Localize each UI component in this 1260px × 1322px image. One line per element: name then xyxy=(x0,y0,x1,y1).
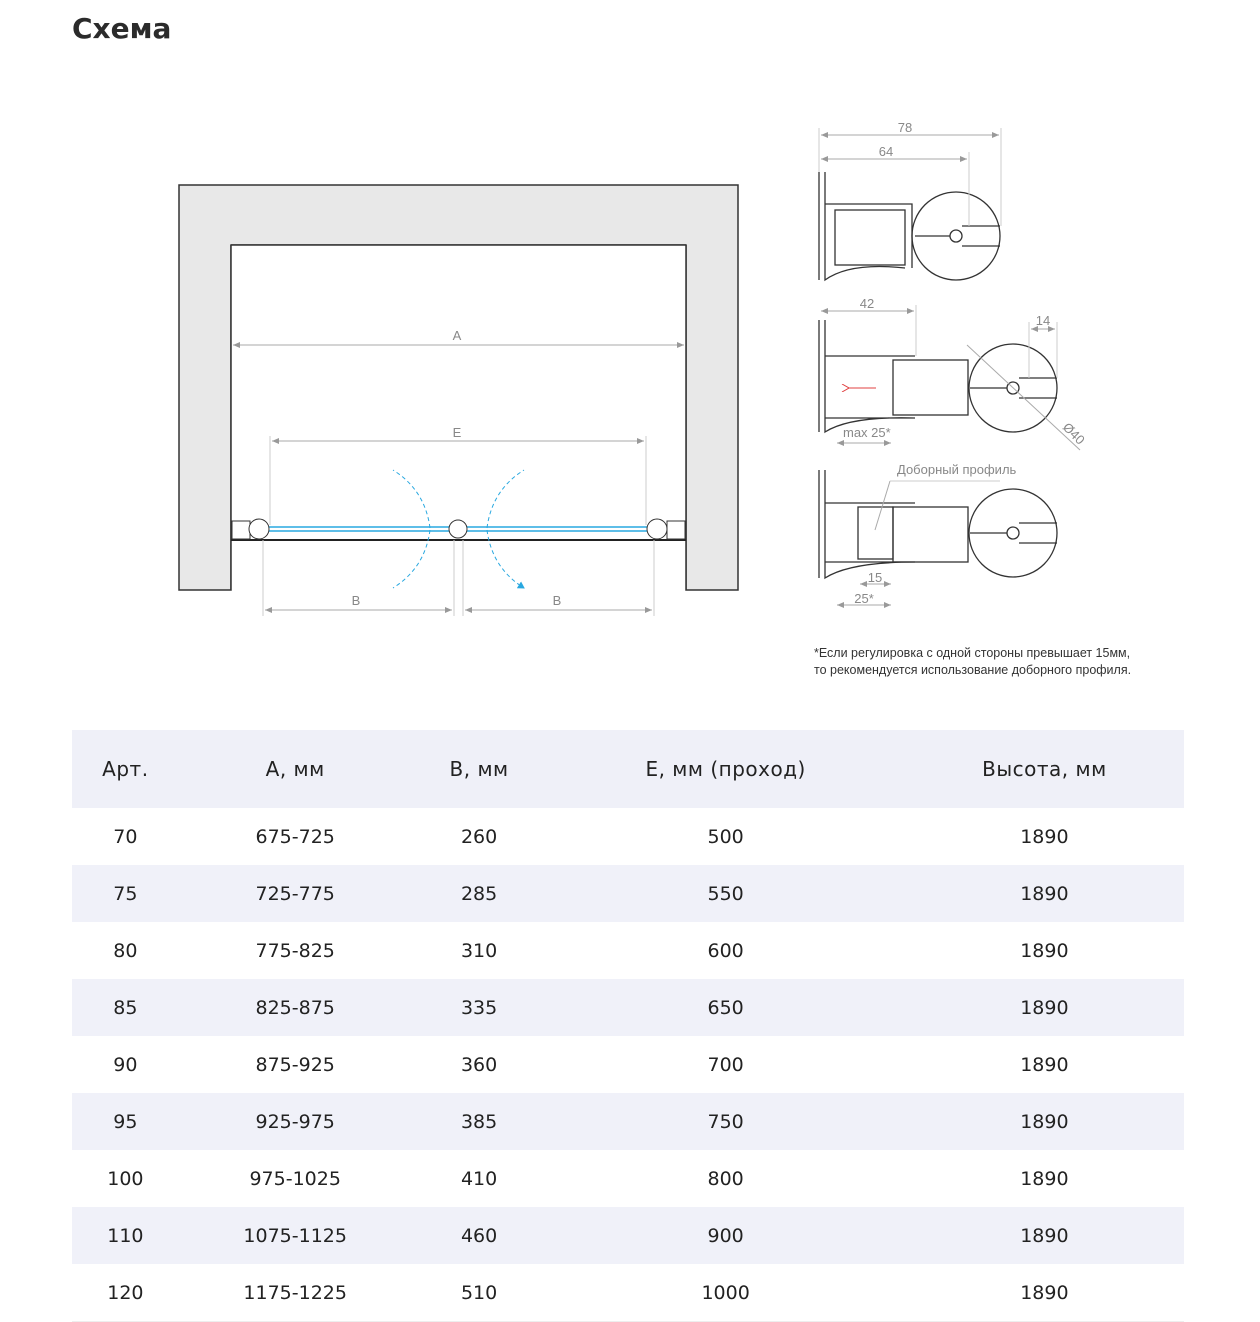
col-art: Арт. xyxy=(72,730,179,808)
table-cell: 1000 xyxy=(546,1264,905,1322)
page-title: Схема xyxy=(72,12,172,45)
table-cell: 675-725 xyxy=(255,825,335,848)
hinge-left xyxy=(248,518,270,540)
table-header: Арт. A, мм B, мм E, мм (проход) Высота, … xyxy=(72,730,1184,808)
table-cell: 550 xyxy=(546,865,905,922)
profile-adjusted xyxy=(818,320,1058,434)
table-cell: 410 xyxy=(460,1167,498,1190)
table-cell: 75 xyxy=(72,865,179,922)
table-cell: 460 xyxy=(411,1207,547,1264)
dim-64: 64 xyxy=(879,144,893,159)
dim-14: 14 xyxy=(1036,313,1050,328)
table-row: 120 1175-1225 510 1000 1890 xyxy=(72,1264,1184,1322)
col-height: Высота, мм xyxy=(904,730,1184,808)
dim-15: 15 xyxy=(868,570,882,585)
table-cell: 1890 xyxy=(904,979,1184,1036)
table-cell: 385 xyxy=(411,1093,547,1150)
label-b-left: B xyxy=(352,593,361,608)
table-cell: 80 xyxy=(113,939,138,962)
footnote-line-2: то рекомендуется использование доборного… xyxy=(814,663,1132,677)
profile-with-extension xyxy=(818,470,1058,580)
table-cell: 1890 xyxy=(1020,825,1069,848)
table-cell: 1075-1125 xyxy=(178,1207,412,1264)
footnote-line-1: *Если регулировка с одной стороны превыш… xyxy=(814,646,1131,660)
table-cell: 100 xyxy=(107,1167,144,1190)
table-cell: 925-975 xyxy=(178,1093,412,1150)
table-row: 110 1075-1125 460 900 1890 xyxy=(72,1207,1184,1264)
table-cell: 90 xyxy=(113,1053,138,1076)
table-cell: 725-775 xyxy=(178,865,412,922)
table-cell: 310 xyxy=(460,939,498,962)
scheme-diagram: A E B B 78 64 42 14 max 25* Ø40 xyxy=(178,120,1088,616)
table-cell: 85 xyxy=(72,979,179,1036)
col-a: A, мм xyxy=(178,730,412,808)
table-cell: 1890 xyxy=(904,1264,1184,1322)
table-cell: 1890 xyxy=(1020,1053,1069,1076)
table-cell: 875-925 xyxy=(255,1053,335,1076)
table-cell: 650 xyxy=(546,979,905,1036)
label-extra-profile: Доборный профиль xyxy=(897,462,1017,477)
footnote: *Если регулировка с одной стороны превыш… xyxy=(814,645,1131,679)
table-cell: 775-825 xyxy=(255,939,335,962)
dim-78: 78 xyxy=(898,120,912,135)
table-cell: 335 xyxy=(411,979,547,1036)
table-cell: 1890 xyxy=(1020,939,1069,962)
table-cell: 1890 xyxy=(904,1207,1184,1264)
label-e: E xyxy=(453,425,462,440)
table-cell: 1890 xyxy=(1020,1167,1069,1190)
dim-diameter-40: Ø40 xyxy=(1060,420,1088,448)
dim-max25: max 25* xyxy=(843,425,891,440)
table-cell: 800 xyxy=(707,1167,744,1190)
table-cell: 975-1025 xyxy=(249,1167,341,1190)
table-cell: 110 xyxy=(72,1207,179,1264)
table-row: 70 675-725 260 500 1890 xyxy=(72,808,1184,865)
table-cell: 360 xyxy=(460,1053,498,1076)
sizes-table: Арт. A, мм B, мм E, мм (проход) Высота, … xyxy=(72,730,1184,1322)
label-a: A xyxy=(453,328,462,343)
table-cell: 120 xyxy=(72,1264,179,1322)
table-row: 75 725-775 285 550 1890 xyxy=(72,865,1184,922)
table-cell: 1890 xyxy=(904,865,1184,922)
col-e: E, мм (проход) xyxy=(546,730,905,808)
table-cell: 95 xyxy=(72,1093,179,1150)
hinge-center xyxy=(448,519,468,539)
swing-arrows xyxy=(392,469,524,588)
table-cell: 600 xyxy=(707,939,744,962)
dim-42: 42 xyxy=(860,296,874,311)
table-cell: 1890 xyxy=(904,1093,1184,1150)
table-cell: 750 xyxy=(546,1093,905,1150)
label-b-right: B xyxy=(553,593,562,608)
table-cell: 700 xyxy=(707,1053,744,1076)
table-row: 80 775-825 310 600 1890 xyxy=(72,922,1184,979)
table-row: 95 925-975 385 750 1890 xyxy=(72,1093,1184,1150)
table-row: 90 875-925 360 700 1890 xyxy=(72,1036,1184,1093)
table-row: 100 975-1025 410 800 1890 xyxy=(72,1150,1184,1207)
table-cell: 285 xyxy=(411,865,547,922)
col-b: B, мм xyxy=(411,730,547,808)
table-cell: 510 xyxy=(411,1264,547,1322)
table-cell: 825-875 xyxy=(178,979,412,1036)
table-cell: 1175-1225 xyxy=(178,1264,412,1322)
hinge-right xyxy=(646,518,668,540)
table-cell: 260 xyxy=(460,825,498,848)
table-cell: 500 xyxy=(707,825,744,848)
table-cell: 70 xyxy=(113,825,138,848)
table-row: 85 825-875 335 650 1890 xyxy=(72,979,1184,1036)
profile-standard xyxy=(818,172,1001,282)
table-cell: 900 xyxy=(546,1207,905,1264)
dim-25: 25* xyxy=(854,591,874,606)
